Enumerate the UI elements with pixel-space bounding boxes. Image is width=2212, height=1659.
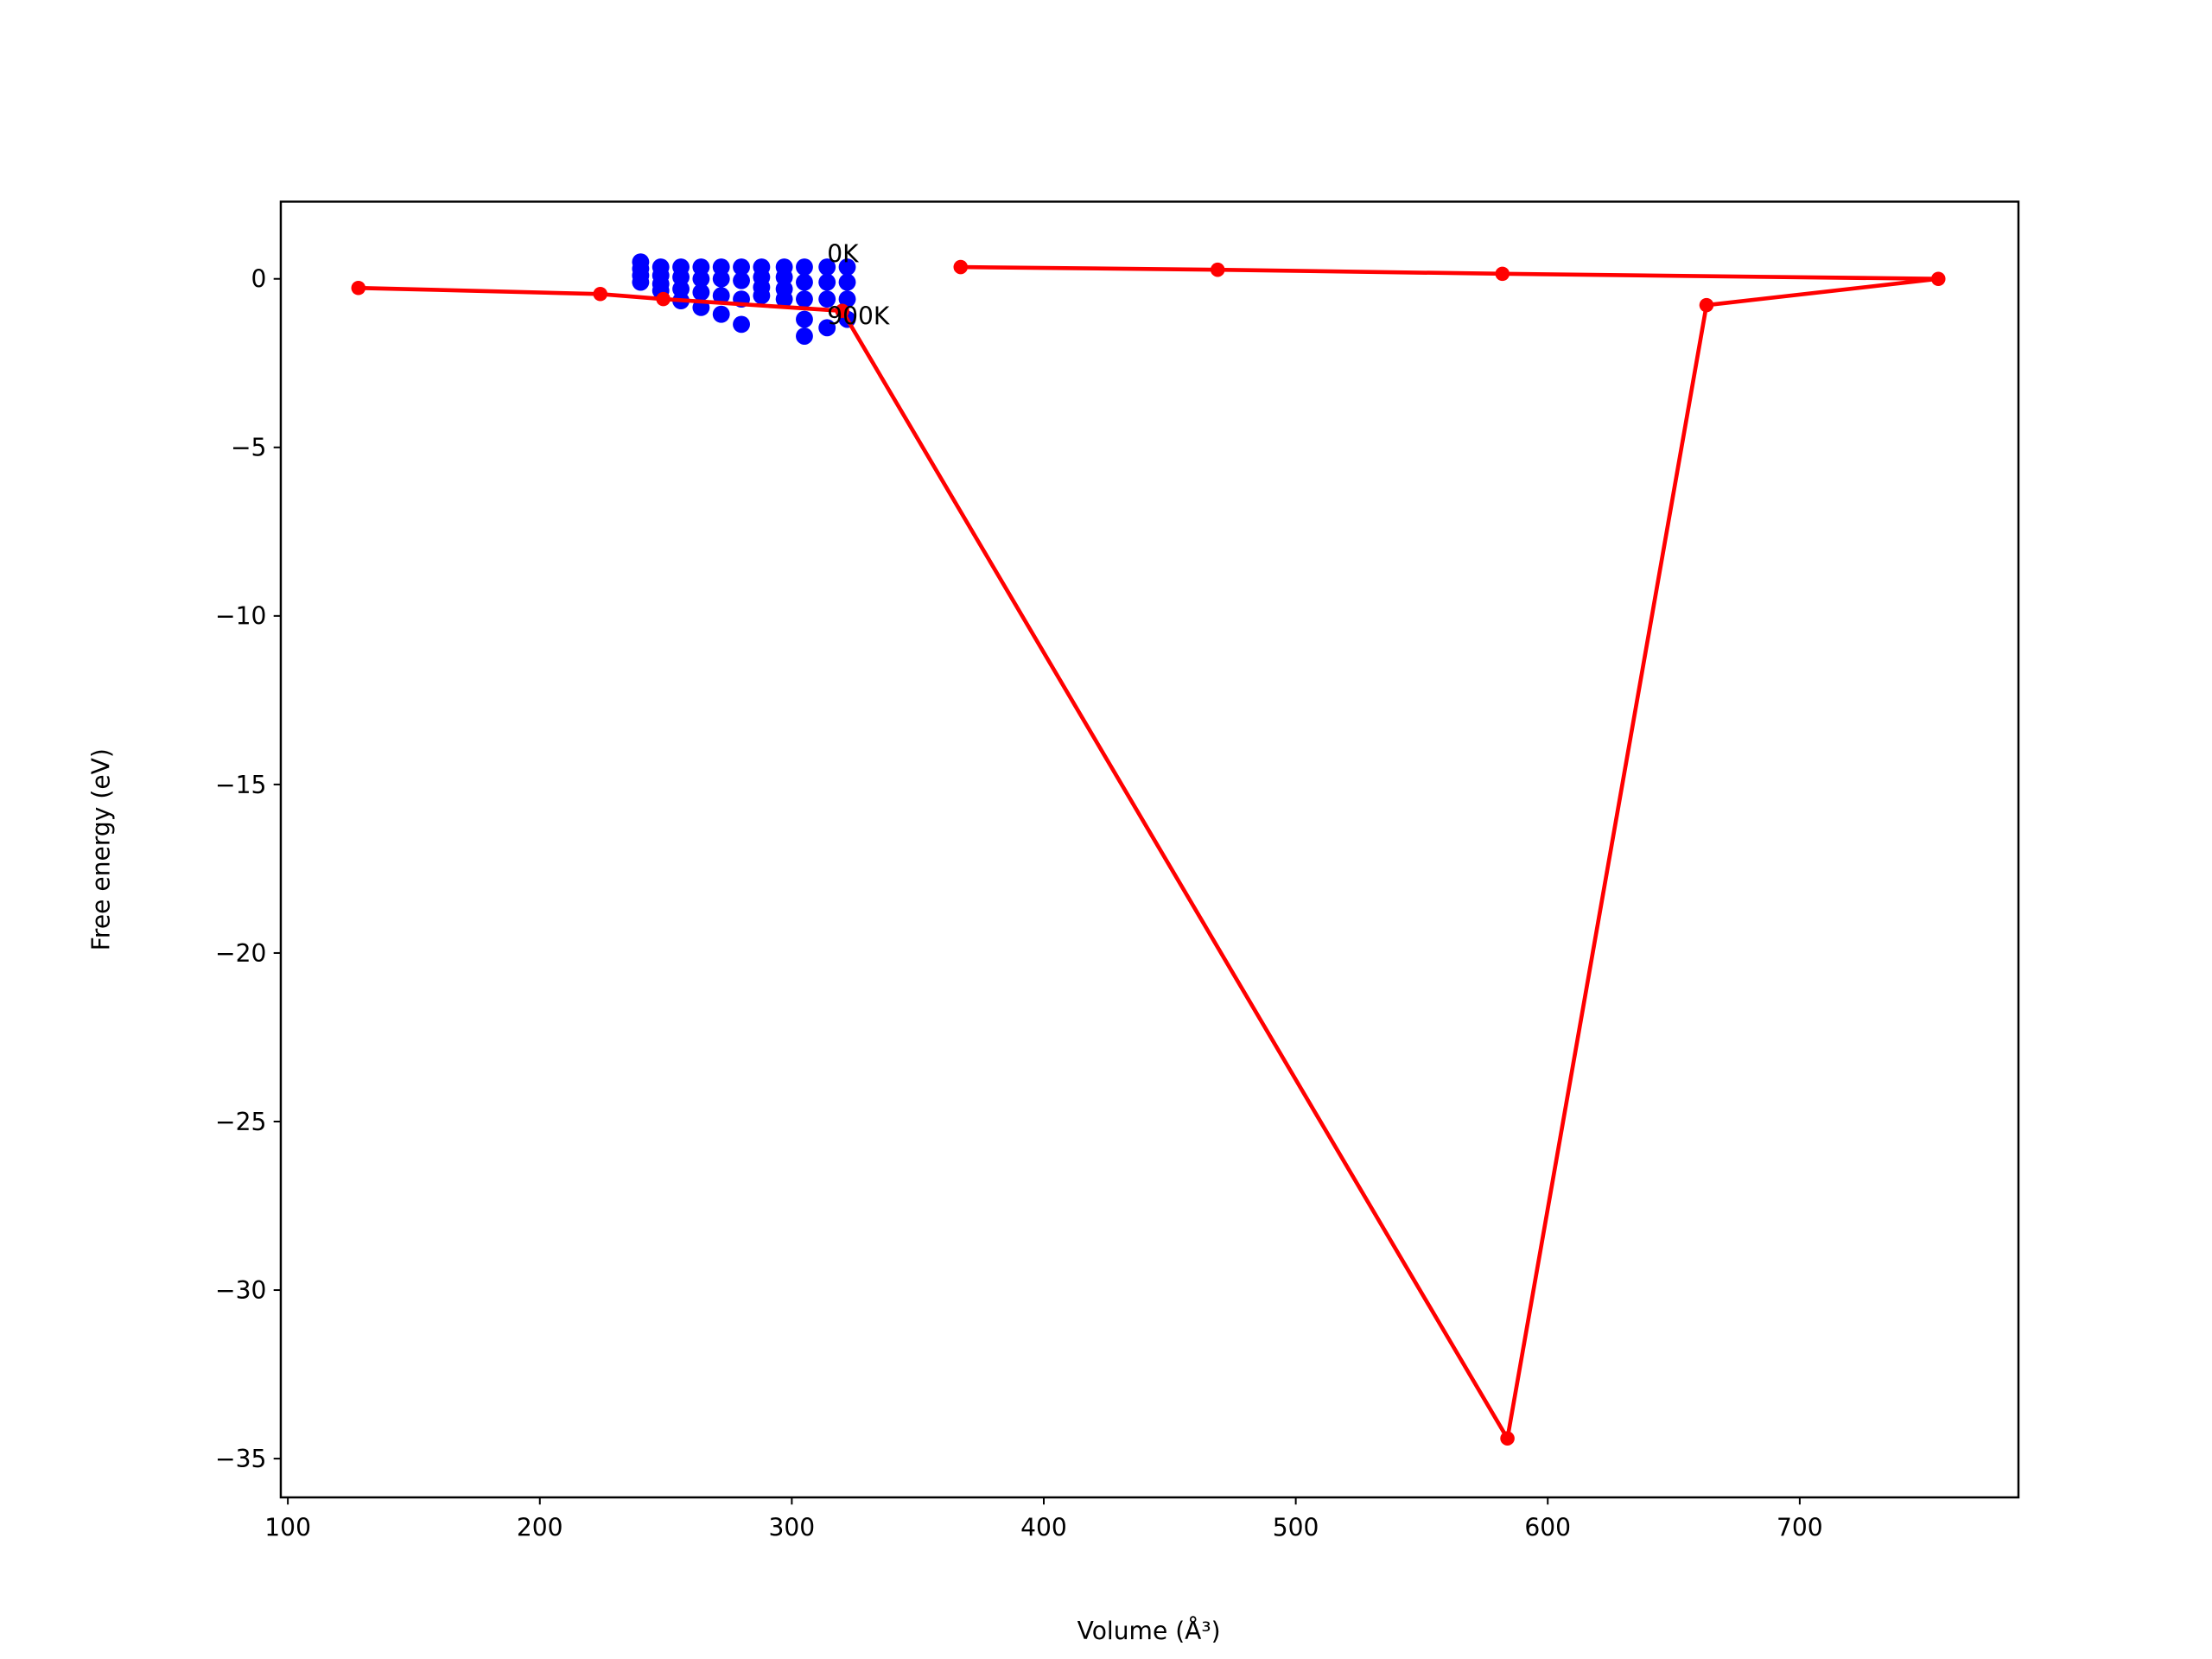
point bbox=[656, 291, 671, 307]
point bbox=[818, 273, 836, 291]
x-tick-label: 100 bbox=[264, 1514, 311, 1542]
point bbox=[593, 286, 608, 302]
y-tick-label: −30 bbox=[215, 1276, 266, 1305]
point bbox=[1210, 262, 1225, 277]
point bbox=[733, 258, 750, 276]
point bbox=[838, 273, 856, 291]
point bbox=[838, 290, 856, 308]
point bbox=[775, 268, 793, 286]
point bbox=[1500, 1431, 1515, 1446]
x-tick-label: 500 bbox=[1273, 1514, 1319, 1542]
point bbox=[818, 258, 836, 276]
y-tick-label: −35 bbox=[215, 1445, 266, 1473]
point bbox=[796, 273, 813, 291]
point bbox=[796, 258, 813, 276]
x-axis-label: Volume (Å³) bbox=[1077, 1616, 1221, 1645]
point bbox=[953, 259, 969, 275]
y-tick-label: −5 bbox=[231, 434, 266, 462]
annotation: 900K bbox=[827, 302, 891, 331]
point bbox=[351, 280, 366, 296]
point bbox=[818, 290, 836, 308]
y-tick-label: −25 bbox=[215, 1108, 266, 1136]
point bbox=[796, 310, 813, 328]
line bbox=[358, 264, 1939, 1445]
y-tick-label: −10 bbox=[215, 602, 266, 631]
point bbox=[1699, 297, 1714, 313]
y-tick-label: −15 bbox=[215, 771, 266, 799]
point bbox=[838, 258, 856, 276]
point bbox=[672, 268, 690, 286]
point bbox=[733, 315, 750, 334]
point bbox=[753, 287, 771, 305]
point bbox=[796, 290, 813, 308]
point bbox=[692, 270, 710, 288]
point bbox=[712, 287, 730, 305]
point bbox=[775, 290, 793, 308]
point bbox=[712, 270, 730, 288]
point bbox=[1930, 271, 1946, 286]
point bbox=[692, 258, 710, 276]
point bbox=[796, 327, 813, 345]
x-tick-label: 200 bbox=[517, 1514, 563, 1542]
point bbox=[818, 319, 836, 337]
y-tick-label: 0 bbox=[251, 265, 267, 294]
point bbox=[733, 271, 750, 289]
x-tick-label: 700 bbox=[1777, 1514, 1823, 1542]
x-tick-label: 300 bbox=[769, 1514, 816, 1542]
annotation: 0K bbox=[827, 239, 860, 268]
point bbox=[672, 280, 690, 298]
point bbox=[712, 258, 730, 276]
point bbox=[1495, 266, 1510, 282]
x-tick-label: 400 bbox=[1020, 1514, 1067, 1542]
x-tick-label: 600 bbox=[1524, 1514, 1571, 1542]
y-axis-label: Free energy (eV) bbox=[86, 748, 115, 950]
point bbox=[712, 305, 730, 323]
y-tick-label: −20 bbox=[215, 939, 266, 968]
plot-frame bbox=[279, 200, 2020, 1499]
point bbox=[835, 303, 849, 319]
point bbox=[632, 273, 650, 291]
point bbox=[692, 283, 710, 302]
